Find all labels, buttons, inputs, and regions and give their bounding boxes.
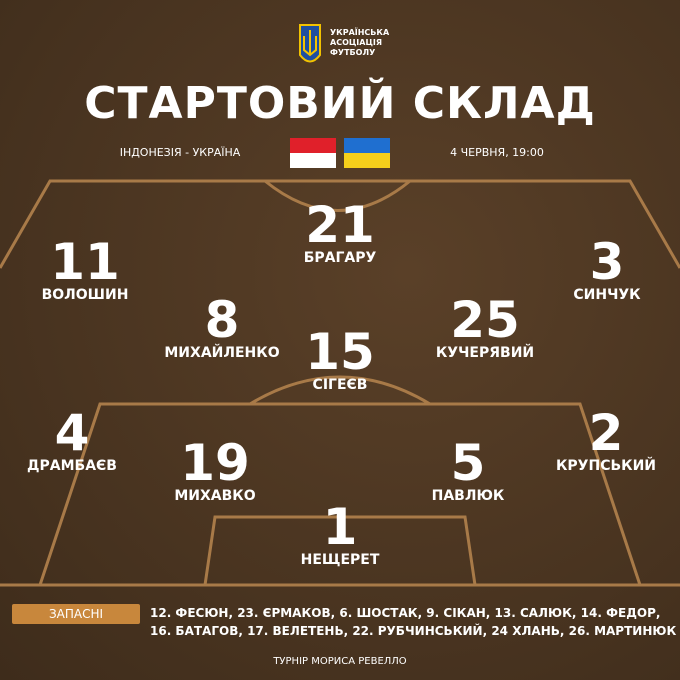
- player-name: СІГЕЄВ: [312, 377, 368, 393]
- player-number: 3: [589, 233, 625, 291]
- player-number: 8: [204, 291, 240, 349]
- flag-ukraine: [344, 138, 390, 168]
- footer: ТУРНІР МОРИСА РЕВЕЛЛО: [273, 656, 407, 667]
- subs-line: 16. БАТАГОВ, 17. ВЕЛЕТЕНЬ, 22. РУБЧИНСЬК…: [150, 624, 677, 638]
- player-number: 1: [322, 498, 358, 556]
- title: СТАРТОВИЙ СКЛАД: [84, 78, 596, 129]
- flag-indonesia: [290, 138, 336, 168]
- player-number: 4: [54, 404, 90, 462]
- logo-text: ФУТБОЛУ: [330, 48, 376, 57]
- subs-label: ЗАПАСНІ: [12, 604, 140, 624]
- logo-text: УКРАЇНСЬКА: [330, 28, 390, 37]
- player-name: МИХАЙЛЕНКО: [164, 345, 280, 361]
- player-number: 15: [305, 323, 375, 381]
- player-name: КРУПСЬКИЙ: [555, 458, 657, 474]
- player-name: ПАВЛЮК: [431, 488, 505, 504]
- player-number: 25: [450, 291, 520, 349]
- date: 4 ЧЕРВНЯ, 19:00: [450, 146, 544, 159]
- subs-line: 12. ФЕСЮН, 23. ЄРМАКОВ, 6. ШОСТАК, 9. СІ…: [150, 606, 661, 620]
- player-number: 21: [305, 196, 375, 254]
- logo-text: АСОЦІАЦІЯ: [330, 38, 383, 47]
- player-number: 2: [588, 404, 624, 462]
- player-number: 11: [50, 233, 120, 291]
- player-name: ВОЛОШИН: [41, 287, 129, 303]
- player-name: СИНЧУК: [573, 287, 641, 303]
- player-name: ДРАМБАЄВ: [27, 458, 117, 474]
- player-number: 5: [450, 434, 486, 492]
- player-name: БРАГАРУ: [303, 250, 377, 266]
- logo: [299, 24, 321, 63]
- player-name: КУЧЕРЯВИЙ: [435, 345, 535, 361]
- match: ІНДОНЕЗІЯ - УКРАЇНА: [119, 146, 241, 159]
- player-name: МИХАВКО: [174, 488, 256, 504]
- player-name: НЕЩЕРЕТ: [300, 552, 380, 568]
- player-number: 19: [180, 434, 250, 492]
